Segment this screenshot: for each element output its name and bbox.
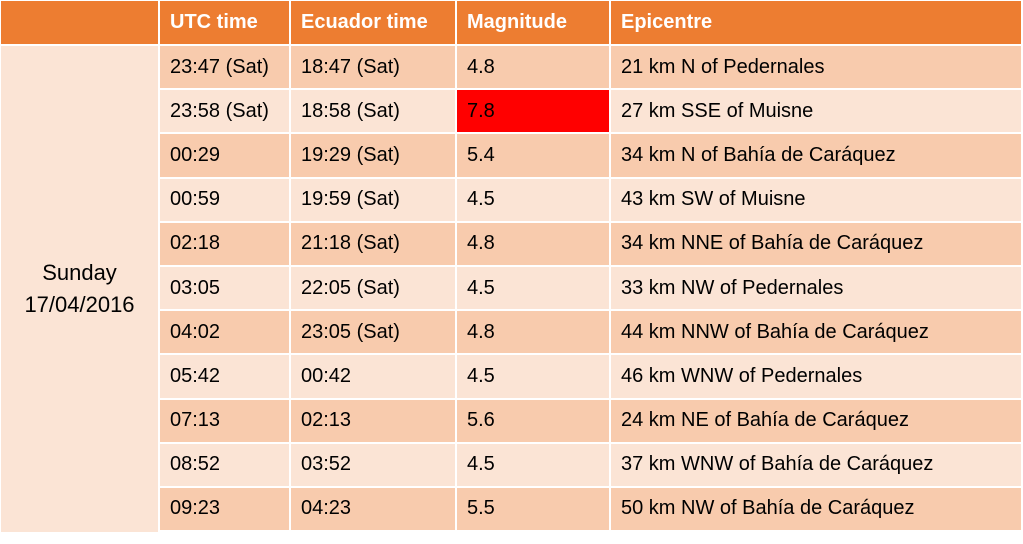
utc-cell: 08:52 [160, 443, 291, 488]
magnitude-cell: 4.8 [457, 311, 611, 356]
epicentre-cell: 44 km NNW of Bahía de Caráquez [611, 311, 1021, 356]
epicentre-cell: 21 km N of Pedernales [611, 46, 1021, 91]
magnitude-cell: 4.5 [457, 266, 611, 312]
utc-cell: 04:02 [160, 311, 291, 356]
epicentre-cell: 27 km SSE of Muisne [611, 90, 1021, 135]
magnitude-cell: 5.6 [457, 399, 611, 444]
ecuador-cell: 23:05 (Sat) [291, 311, 457, 356]
utc-cell: 00:59 [160, 178, 291, 223]
ecuador-cell: 18:47 (Sat) [291, 46, 457, 91]
ecuador-cell: 02:13 [291, 399, 457, 444]
magnitude-cell-highlighted: 7.8 [457, 90, 611, 135]
date-day: Sunday [42, 260, 117, 286]
utc-cell: 00:29 [160, 134, 291, 179]
epicentre-cell: 46 km WNW of Pedernales [611, 355, 1021, 400]
ecuador-cell: 19:59 (Sat) [291, 178, 457, 223]
ecuador-cell: 04:23 [291, 487, 457, 533]
epicentre-cell: 33 km NW of Pedernales [611, 266, 1021, 312]
ecuador-cell: 00:42 [291, 355, 457, 400]
ecuador-cell: 03:52 [291, 443, 457, 488]
utc-cell: 02:18 [160, 222, 291, 267]
magnitude-cell: 5.4 [457, 134, 611, 179]
epicentre-cell: 43 km SW of Muisne [611, 178, 1021, 223]
utc-cell: 09:23 [160, 487, 291, 533]
header-empty-cell [1, 1, 160, 46]
epicentre-cell: 34 km N of Bahía de Caráquez [611, 134, 1021, 179]
magnitude-cell: 4.5 [457, 178, 611, 223]
epicentre-cell: 37 km WNW of Bahía de Caráquez [611, 443, 1021, 488]
header-magnitude: Magnitude [457, 1, 611, 46]
ecuador-cell: 21:18 (Sat) [291, 222, 457, 267]
magnitude-cell: 4.8 [457, 46, 611, 91]
magnitude-cell: 4.5 [457, 443, 611, 488]
epicentre-cell: 34 km NNE of Bahía de Caráquez [611, 222, 1021, 267]
epicentre-cell: 24 km NE of Bahía de Caráquez [611, 399, 1021, 444]
ecuador-cell: 22:05 (Sat) [291, 266, 457, 312]
utc-cell: 03:05 [160, 266, 291, 312]
header-utc-time: UTC time [160, 1, 291, 46]
utc-cell: 05:42 [160, 355, 291, 400]
epicentre-cell: 50 km NW of Bahía de Caráquez [611, 487, 1021, 533]
magnitude-cell: 5.5 [457, 487, 611, 533]
utc-cell: 23:47 (Sat) [160, 46, 291, 91]
utc-cell: 07:13 [160, 399, 291, 444]
ecuador-cell: 19:29 (Sat) [291, 134, 457, 179]
header-epicentre: Epicentre [611, 1, 1021, 46]
magnitude-cell: 4.5 [457, 355, 611, 400]
date-value: 17/04/2016 [24, 292, 135, 318]
header-ecuador-time: Ecuador time [291, 1, 457, 46]
magnitude-cell: 4.8 [457, 222, 611, 267]
utc-cell: 23:58 (Sat) [160, 90, 291, 135]
ecuador-cell: 18:58 (Sat) [291, 90, 457, 135]
date-cell: Sunday 17/04/2016 [1, 46, 160, 533]
